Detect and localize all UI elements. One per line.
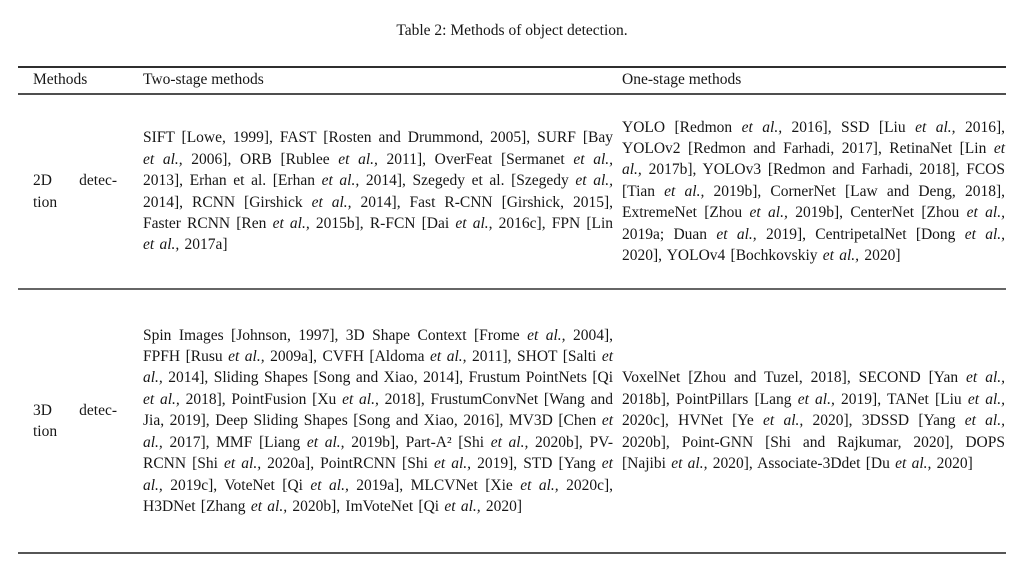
table-caption: Table 2: Methods of object detection.: [396, 22, 628, 39]
column-header-methods: Methods: [33, 71, 88, 88]
cell-3d-one-stage-methods: VoxelNet [Zhou and Tuzel, 2018], SECOND …: [622, 369, 1006, 473]
paper-page: Table 2: Methods of object detection. Me…: [0, 21, 1024, 574]
table-row-3d-detection: 3D detec- tion Spin Images [Johnson, 199…: [18, 290, 1006, 552]
row-label-line-1: 2D detec-: [33, 172, 117, 190]
column-header-one-stage: One-stage methods: [622, 71, 742, 88]
cell-2d-two-stage-methods: SIFT [Lowe, 1999], FAST [Rosten and Drum…: [143, 129, 614, 254]
row-label-text: 3D detec- tion: [33, 400, 117, 443]
row-label-line-1: 3D detec-: [33, 401, 117, 419]
table-row-2d-detection: 2D detec- tion SIFT [Lowe, 1999], FAST […: [18, 95, 1006, 290]
object-detection-table: Methods Two-stage methods One-stage meth…: [18, 66, 1006, 554]
row-label-line-2: tion: [33, 193, 58, 211]
cell-3d-two-stage-methods: Spin Images [Johnson, 1997], 3D Shape Co…: [143, 326, 614, 515]
cell-2d-one-stage-methods: YOLO [Redmon et al., 2016], SSD [Liu et …: [622, 118, 1006, 265]
table-header-row: Methods Two-stage methods One-stage meth…: [18, 68, 1006, 95]
row-label-line-2: tion: [33, 423, 58, 440]
row-label-2d-detection: 2D detec- tion: [18, 170, 143, 213]
row-label-text: 2D detec- tion: [33, 170, 117, 213]
column-header-two-stage: Two-stage methods: [143, 71, 264, 88]
row-label-3d-detection: 3D detec- tion: [18, 400, 143, 443]
